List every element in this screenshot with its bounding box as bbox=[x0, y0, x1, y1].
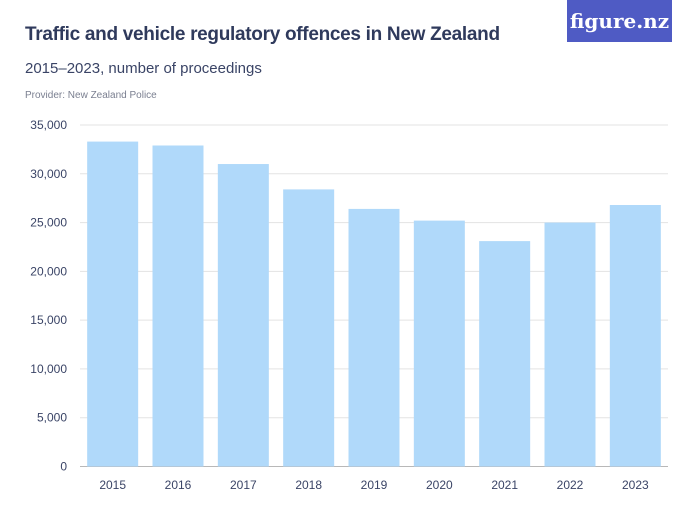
chart-title: Traffic and vehicle regulatory offences … bbox=[25, 24, 500, 45]
x-tick-label: 2023 bbox=[622, 478, 649, 492]
bar-2015 bbox=[87, 141, 139, 467]
figure-nz-logo[interactable]: figure.nz bbox=[567, 0, 672, 42]
y-tick-label: 30,000 bbox=[30, 167, 67, 181]
bar-2019 bbox=[348, 208, 400, 467]
y-tick-label: 15,000 bbox=[30, 313, 67, 327]
x-tick-label: 2020 bbox=[426, 478, 453, 492]
x-tick-label: 2021 bbox=[491, 478, 518, 492]
bar-2018 bbox=[283, 189, 335, 467]
y-tick-label: 25,000 bbox=[30, 216, 67, 230]
bar-2017 bbox=[217, 164, 269, 467]
y-tick-label: 20,000 bbox=[30, 264, 67, 278]
y-tick-label: 0 bbox=[60, 460, 67, 474]
x-tick-label: 2019 bbox=[361, 478, 388, 492]
y-tick-label: 10,000 bbox=[30, 362, 67, 376]
chart-subtitle: 2015–2023, number of proceedings bbox=[25, 60, 262, 77]
provider-text: Provider: New Zealand Police bbox=[25, 90, 157, 101]
bar-2021 bbox=[479, 241, 531, 467]
x-tick-label: 2022 bbox=[557, 478, 584, 492]
bar-2016 bbox=[152, 145, 204, 467]
x-tick-label: 2017 bbox=[230, 478, 257, 492]
y-tick-label: 35,000 bbox=[30, 118, 67, 132]
x-tick-label: 2016 bbox=[165, 478, 192, 492]
bar-2022 bbox=[544, 222, 596, 467]
x-tick-label: 2018 bbox=[295, 478, 322, 492]
y-tick-label: 5,000 bbox=[37, 411, 67, 425]
bar-2020 bbox=[413, 220, 465, 467]
bar-2023 bbox=[609, 205, 661, 467]
x-tick-label: 2015 bbox=[99, 478, 126, 492]
